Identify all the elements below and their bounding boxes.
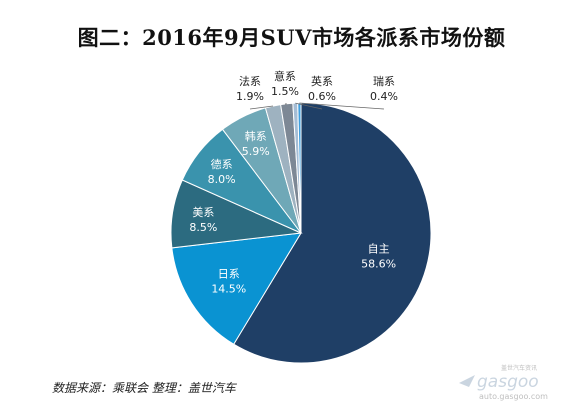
chart-title: 图二：2016年9月SUV市场各派系市场份额 [77, 25, 506, 50]
slice-label-6: 法系 [239, 74, 261, 88]
slice-label-8: 英系 [311, 74, 333, 88]
slice-label-3: 美系 [192, 206, 214, 219]
svg-text:auto.gasgoo.com: auto.gasgoo.com [479, 392, 548, 401]
slice-value-9: 0.4% [370, 90, 398, 103]
slice-value-1: 58.6% [361, 258, 396, 271]
slice-value-3: 8.5% [189, 221, 217, 234]
slice-label-9: 瑞系 [373, 74, 395, 88]
slice-label-4: 德系 [211, 157, 233, 171]
slice-value-4: 8.0% [208, 173, 236, 186]
slice-value-8: 0.6% [308, 90, 336, 103]
svg-text:盖世汽车资讯: 盖世汽车资讯 [501, 364, 537, 372]
slice-value-7: 1.5% [271, 85, 299, 98]
pie-slice-1 [233, 102, 432, 364]
slice-label-1: 自主 [368, 243, 390, 256]
pie-slice-2 [171, 232, 302, 345]
gasgoo-watermark-logo: 盖世汽车资讯 gasgoo auto.gasgoo.com [459, 364, 548, 401]
slice-value-5: 5.9% [242, 145, 270, 158]
svg-text:gasgoo: gasgoo [477, 372, 539, 392]
slice-value-6: 1.9% [236, 90, 264, 103]
leader-line-8 [295, 102, 323, 110]
slice-label-7: 意系 [274, 69, 296, 83]
slice-value-2: 14.5% [211, 282, 246, 295]
slice-label-2: 日系 [218, 267, 240, 280]
data-source-note: 数据来源：乘联会 整理：盖世汽车 [52, 381, 236, 395]
slice-label-5: 韩系 [245, 129, 267, 143]
leader-line-6 [249, 105, 274, 110]
leader-line-9 [299, 102, 385, 110]
